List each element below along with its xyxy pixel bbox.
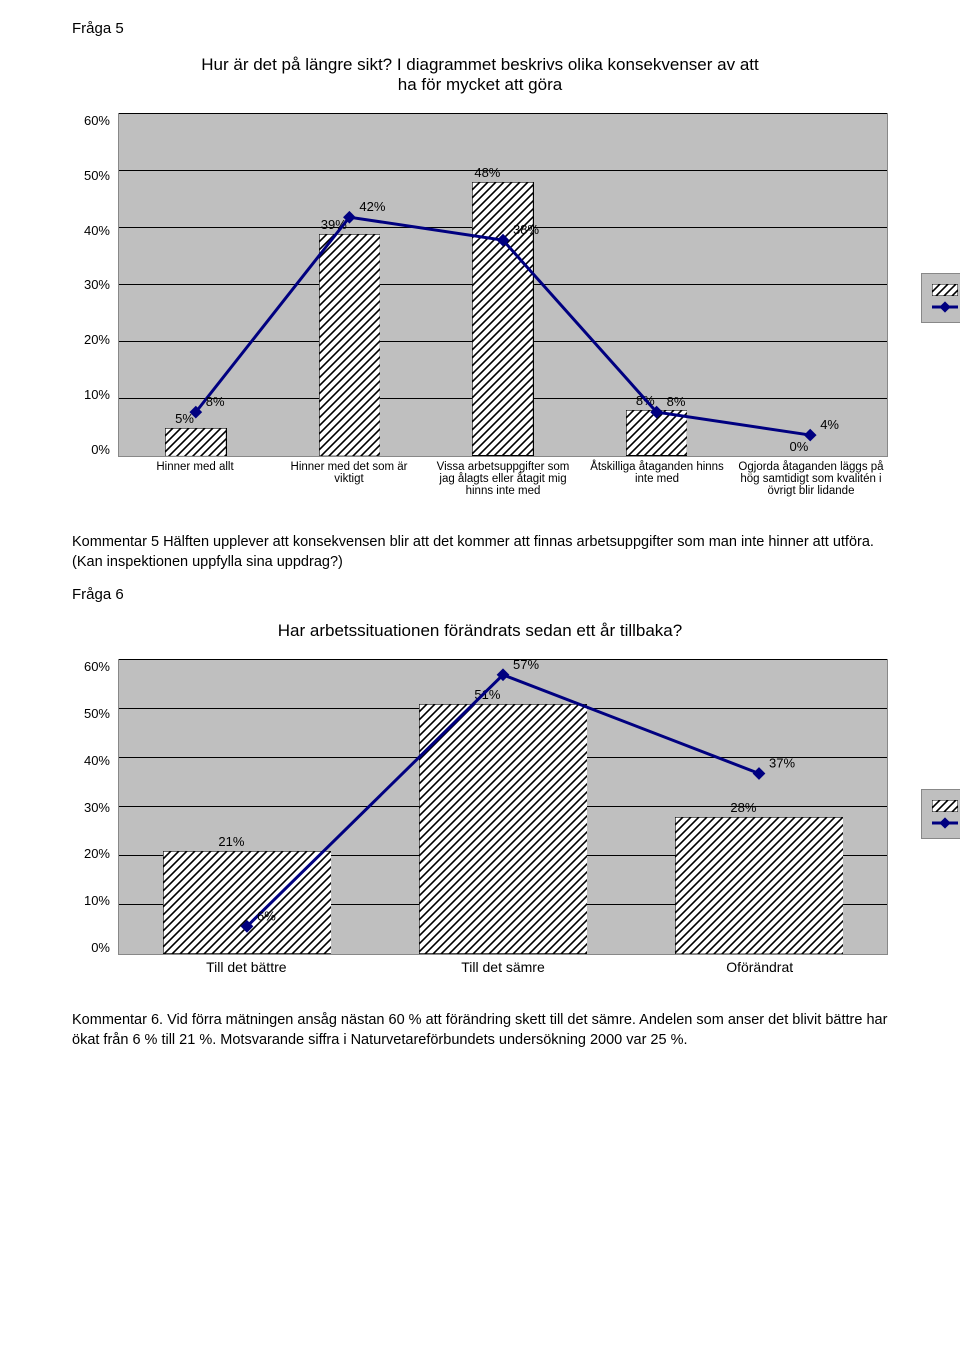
chart2: 0%10%20%30%40%50%60% 21%51%28% 6%57%37% …	[72, 659, 888, 975]
legend-hatch-icon	[932, 800, 958, 812]
series-marker	[753, 767, 766, 780]
chart2-legend: 2002 2000	[921, 789, 960, 839]
series-line	[247, 675, 759, 927]
xaxis-label: Till det sämre	[375, 955, 632, 975]
comment-5: Kommentar 5 Hälften upplever att konsekv…	[72, 533, 888, 572]
legend-item-2002: 2002	[932, 798, 960, 813]
chart1-title-line2: ha för mycket att göra	[72, 75, 888, 95]
series-line	[196, 217, 810, 435]
yaxis-tick: 40%	[72, 223, 110, 238]
yaxis-tick: 40%	[72, 753, 110, 768]
yaxis-tick: 60%	[72, 659, 110, 674]
line-point-label: 37%	[769, 756, 795, 771]
xaxis-label: Oförändrat	[631, 955, 888, 975]
yaxis-tick: 20%	[72, 332, 110, 347]
yaxis-tick: 0%	[72, 442, 110, 457]
yaxis-tick: 50%	[72, 168, 110, 183]
chart2-title: Har arbetssituationen förändrats sedan e…	[72, 621, 888, 641]
chart1-title: Hur är det på längre sikt? I diagrammet …	[72, 55, 888, 95]
chart2-plot: 21%51%28% 6%57%37%	[118, 659, 888, 955]
xaxis-label: Hinner med allt	[118, 457, 272, 497]
chart1: 0%10%20%30%40%50%60% 5%39%48%8%0% 8%42%3…	[72, 113, 888, 497]
yaxis-tick: 10%	[72, 387, 110, 402]
xaxis-label: Hinner med det som är viktigt	[272, 457, 426, 497]
chart2-xaxis: Till det bättreTill det sämreOförändrat	[118, 955, 888, 975]
chart2-yaxis: 0% 10% 20% 30% 40% 50% 60%	[72, 659, 118, 955]
line-point-label: 42%	[359, 199, 385, 214]
xaxis-label: Åtskilliga åtaganden hinns inte med	[580, 457, 734, 497]
yaxis-tick: 50%	[72, 706, 110, 721]
question-6-heading: Fråga 6	[72, 586, 888, 603]
yaxis-tick: 10%	[72, 893, 110, 908]
yaxis-tick: 30%	[72, 800, 110, 815]
line-point-label: 4%	[820, 417, 839, 432]
legend-item-2000: 2000	[932, 815, 960, 830]
yaxis-tick: 0%	[72, 940, 110, 955]
legend-line-icon	[932, 301, 958, 313]
xaxis-label: Till det bättre	[118, 955, 375, 975]
comment-6: Kommentar 6. Vid förra mätningen ansåg n…	[72, 1011, 888, 1050]
chart2-line-layer: 6% 57% 37%	[119, 660, 887, 956]
line-point-label: 8%	[667, 394, 686, 409]
legend-item-2002: 2002	[932, 282, 960, 297]
chart1-line-layer: 8% 42% 38% 8% 4%	[119, 114, 887, 458]
line-point-label: 38%	[513, 222, 539, 237]
xaxis-label: Ogjorda åtaganden läggs på hög samtidigt…	[734, 457, 888, 497]
line-point-label: 6%	[257, 909, 276, 924]
legend-line-icon	[932, 817, 958, 829]
legend-hatch-icon	[932, 284, 958, 296]
yaxis-tick: 60%	[72, 113, 110, 128]
xaxis-label: Vissa arbetsuppgifter som jag ålagts ell…	[426, 457, 580, 497]
legend-item-2000: 2000	[932, 299, 960, 314]
chart1-plot: 5%39%48%8%0% 8%42%38%8%4%	[118, 113, 888, 457]
chart1-yaxis: 0% 10% 20% 30% 40% 50% 60%	[72, 113, 118, 457]
chart1-title-line1: Hur är det på längre sikt? I diagrammet …	[72, 55, 888, 75]
question-5-heading: Fråga 5	[72, 20, 888, 37]
chart1-xaxis: Hinner med alltHinner med det som är vik…	[118, 457, 888, 497]
line-point-label: 8%	[206, 394, 225, 409]
yaxis-tick: 30%	[72, 277, 110, 292]
yaxis-tick: 20%	[72, 846, 110, 861]
line-point-label: 57%	[513, 657, 539, 672]
series-marker	[804, 429, 817, 442]
chart1-legend: 2002 2000	[921, 273, 960, 323]
